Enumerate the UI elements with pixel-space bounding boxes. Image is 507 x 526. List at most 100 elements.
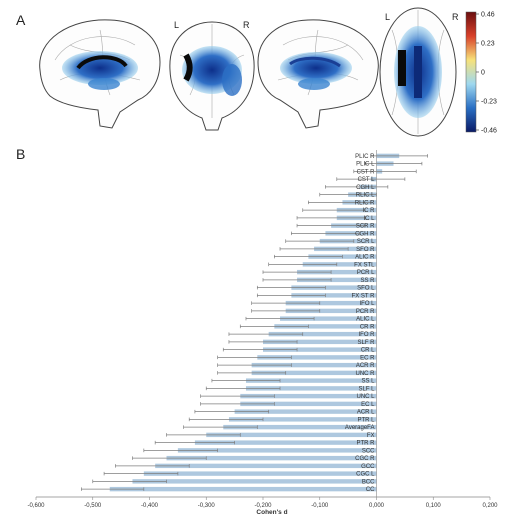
brain-coronal: L R — [169, 20, 255, 131]
bar-category-label: CGC L — [356, 472, 375, 478]
bar — [263, 339, 377, 345]
x-axis-title: Cohen's d — [256, 509, 287, 516]
panel-b-label: B — [16, 146, 26, 162]
x-tick-label: -0,100 — [311, 503, 329, 509]
colorbar: 0.46 0.23 0 -0.23 -0.46 — [465, 12, 497, 135]
brain-sagittal-right — [257, 19, 379, 129]
bar — [297, 277, 377, 283]
bar — [297, 269, 377, 275]
bar-category-label: GCC — [361, 464, 375, 470]
bar — [206, 432, 377, 438]
bar — [155, 463, 377, 469]
bar — [257, 355, 377, 360]
bar-category-label: IFO R — [359, 332, 376, 338]
bar — [194, 440, 377, 445]
bar-category-label: RLIC L — [356, 193, 375, 199]
bar-category-label: RLIC R — [355, 200, 375, 206]
bar-category-label: PLIC L — [356, 162, 375, 168]
bar-category-label: EC L — [361, 402, 375, 408]
bar — [285, 308, 377, 314]
bar-category-label: PCR R — [356, 309, 375, 315]
colorbar-tick-label: 0 — [481, 70, 485, 77]
bar-category-label: FX ST R — [352, 293, 376, 299]
x-tick-label: -0,500 — [84, 503, 102, 509]
bar-category-label: SFO R — [356, 247, 375, 253]
bar-category-label: FX STL — [354, 262, 375, 268]
bar-category-label: IC R — [363, 208, 376, 214]
bar — [228, 417, 377, 422]
bar-category-label: SS R — [360, 278, 375, 284]
bar-category-label: SS L — [361, 379, 375, 385]
colorbar-tick-label: -0.23 — [481, 99, 497, 106]
bar — [268, 331, 377, 337]
bar — [291, 285, 377, 290]
panel-a-label: A — [16, 12, 26, 28]
bar — [251, 370, 377, 376]
bar-category-label: UNC L — [356, 394, 375, 400]
x-tick-label: 0,200 — [482, 503, 498, 509]
bar-category-label: CGH L — [356, 185, 375, 191]
colorbar-tick-label: 0.46 — [481, 12, 495, 19]
bar-category-label: PLIC R — [355, 154, 375, 160]
bar-category-label: EC R — [360, 355, 375, 361]
colorbar-tick-label: -0.46 — [481, 128, 497, 135]
bar — [223, 424, 377, 430]
brain-views-panel: L R L R 0.46 0.23 0 -0.23 -0.46 — [39, 7, 497, 137]
bar-category-label: CC — [366, 487, 375, 493]
colorbar-tick-label: 0.23 — [481, 41, 495, 48]
bar-category-label: ACR R — [356, 363, 375, 369]
coronal-left-label: L — [174, 20, 179, 30]
bar — [302, 262, 377, 267]
bar-category-label: SLF L — [358, 386, 375, 392]
bar — [132, 479, 377, 484]
bar-category-label: SCC — [362, 448, 375, 454]
bar — [285, 300, 377, 306]
bar — [274, 324, 377, 329]
bar-category-label: IFO L — [359, 301, 375, 307]
bar-category-label: CGC R — [355, 456, 375, 462]
bar-category-label: PTR R — [357, 441, 376, 447]
bar-category-label: BCC — [362, 479, 375, 485]
bar — [234, 409, 377, 414]
bar-category-label: SFO L — [357, 286, 375, 292]
axial-right-label: R — [452, 12, 459, 22]
bar — [245, 386, 377, 391]
bar-category-label: FX — [367, 433, 375, 439]
bar-category-label: CST R — [357, 169, 376, 175]
bar — [143, 471, 377, 476]
bar-category-label: CST L — [358, 177, 376, 183]
bar-category-label: IC L — [363, 216, 375, 222]
bar-category-label: UNC R — [356, 371, 376, 377]
x-tick-label: -0,400 — [141, 503, 159, 509]
bar — [280, 316, 377, 321]
bar-category-label: ALIC R — [355, 255, 375, 261]
axial-left-label: L — [385, 12, 390, 22]
bar — [251, 362, 377, 368]
cohens-d-bar-chart: -0,600 -0,500 -0,400 -0,300 -0,200 -0,100 0,00… — [27, 150, 498, 516]
x-tick-label: -0,300 — [198, 503, 216, 509]
bar — [245, 378, 377, 383]
x-tick-label: 0,000 — [369, 503, 385, 509]
x-tick-label: -0,200 — [254, 503, 272, 509]
bar-category-label: SCR R — [356, 224, 375, 230]
coronal-right-label: R — [243, 20, 250, 30]
bar-category-label: AverageFA — [345, 425, 375, 431]
bar-category-label: CR R — [360, 324, 375, 330]
bar — [166, 455, 377, 461]
bar-category-label: PCR L — [357, 270, 375, 276]
bar-category-label: CGH R — [355, 231, 375, 237]
x-tick-label: 0,100 — [426, 503, 442, 509]
bar-category-label: PTR L — [357, 417, 375, 423]
bar — [240, 393, 377, 399]
brain-axial: L R — [379, 7, 459, 137]
bar — [263, 347, 377, 352]
bar — [109, 486, 377, 492]
bar-category-label: SCR L — [357, 239, 375, 245]
bar-category-label: SLF R — [357, 340, 375, 346]
bar-category-label: ACR L — [357, 410, 375, 416]
brain-sagittal-left — [39, 19, 161, 129]
bar-category-label: ALIC L — [356, 317, 375, 323]
bar — [291, 293, 377, 298]
bar — [240, 401, 377, 407]
bar — [177, 448, 377, 453]
